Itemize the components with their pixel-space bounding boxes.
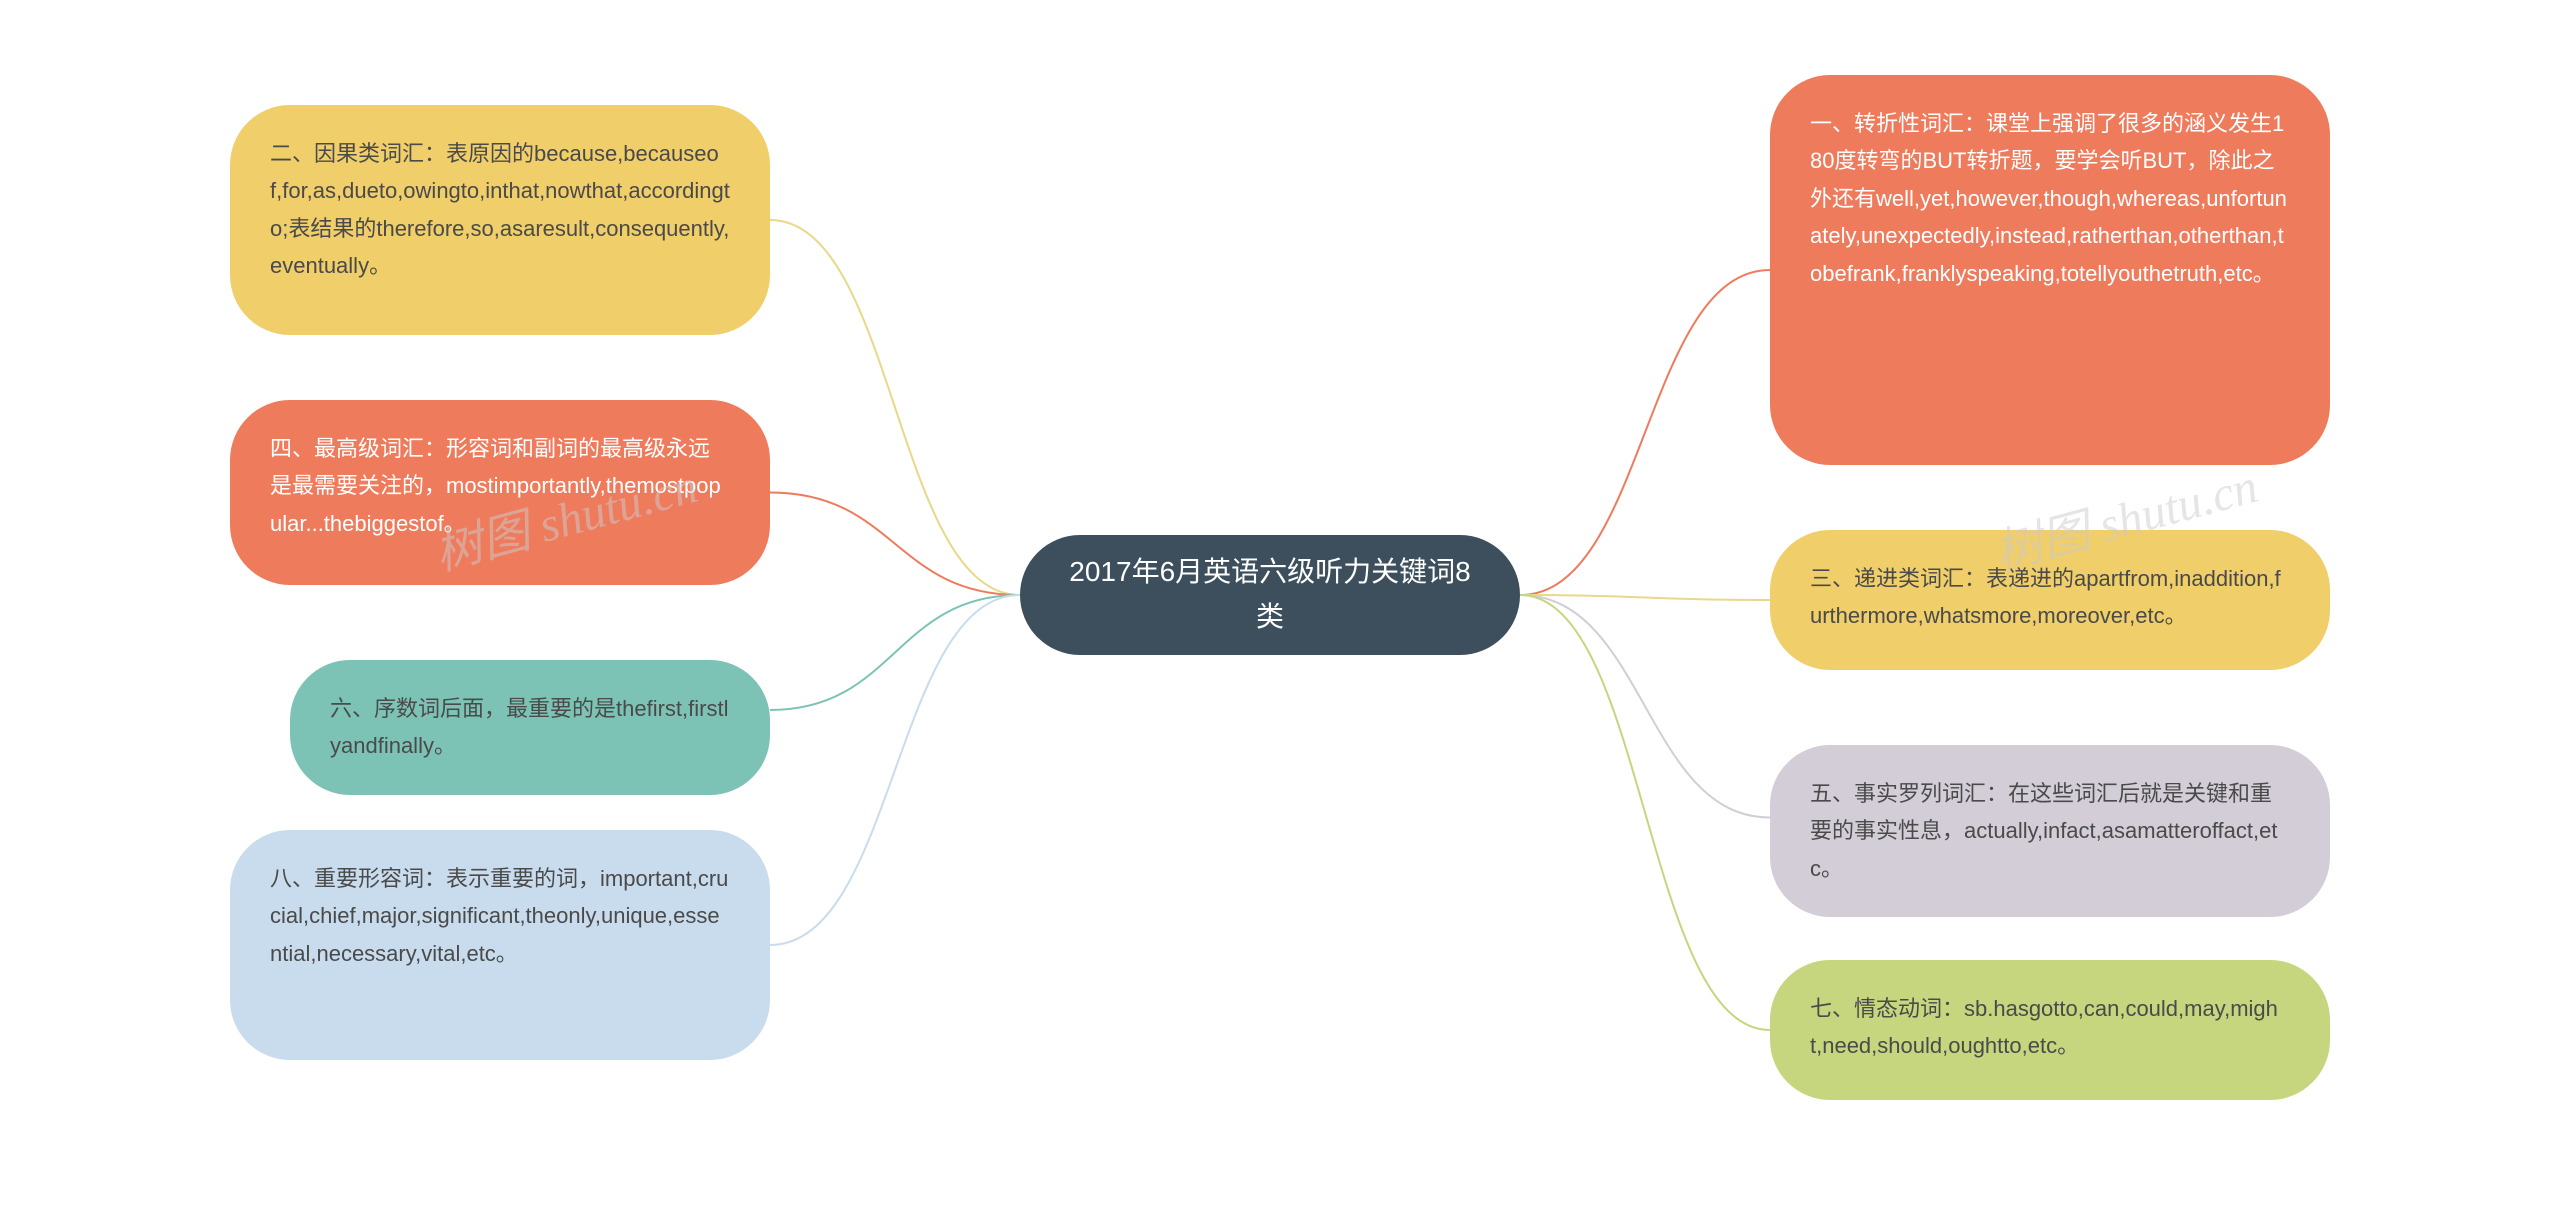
branch-text: 七、情态动词：sb.hasgotto,can,could,may,might,n… bbox=[1810, 996, 2278, 1058]
center-node: 2017年6月英语六级听力关键词8类 bbox=[1020, 535, 1520, 655]
branch-text: 六、序数词后面，最重要的是thefirst,firstlyandfinally。 bbox=[330, 696, 728, 758]
branch-node-left-3: 八、重要形容词：表示重要的词，important,crucial,chief,m… bbox=[230, 830, 770, 1060]
branch-node-left-0: 二、因果类词汇：表原因的because,becauseof,for,as,due… bbox=[230, 105, 770, 335]
branch-node-right-3: 七、情态动词：sb.hasgotto,can,could,may,might,n… bbox=[1770, 960, 2330, 1100]
branch-node-right-0: 一、转折性词汇：课堂上强调了很多的涵义发生180度转弯的BUT转折题，要学会听B… bbox=[1770, 75, 2330, 465]
branch-text: 四、最高级词汇：形容词和副词的最高级永远是最需要关注的，mostimportan… bbox=[270, 436, 721, 536]
branch-node-left-1: 四、最高级词汇：形容词和副词的最高级永远是最需要关注的，mostimportan… bbox=[230, 400, 770, 585]
branch-text: 一、转折性词汇：课堂上强调了很多的涵义发生180度转弯的BUT转折题，要学会听B… bbox=[1810, 111, 2287, 286]
mindmap-container: 2017年6月英语六级听力关键词8类 二、因果类词汇：表原因的because,b… bbox=[0, 0, 2560, 1220]
branch-text: 三、递进类词汇：表递进的apartfrom,inaddition,further… bbox=[1810, 566, 2281, 628]
branch-text: 八、重要形容词：表示重要的词，important,crucial,chief,m… bbox=[270, 866, 728, 966]
branch-text: 二、因果类词汇：表原因的because,becauseof,for,as,due… bbox=[270, 141, 730, 278]
branch-text: 五、事实罗列词汇：在这些词汇后就是关键和重要的事实性息，actually,inf… bbox=[1810, 781, 2277, 881]
branch-node-right-1: 三、递进类词汇：表递进的apartfrom,inaddition,further… bbox=[1770, 530, 2330, 670]
branch-node-left-2: 六、序数词后面，最重要的是thefirst,firstlyandfinally。 bbox=[290, 660, 770, 795]
branch-node-right-2: 五、事实罗列词汇：在这些词汇后就是关键和重要的事实性息，actually,inf… bbox=[1770, 745, 2330, 917]
center-text: 2017年6月英语六级听力关键词8类 bbox=[1060, 550, 1480, 640]
